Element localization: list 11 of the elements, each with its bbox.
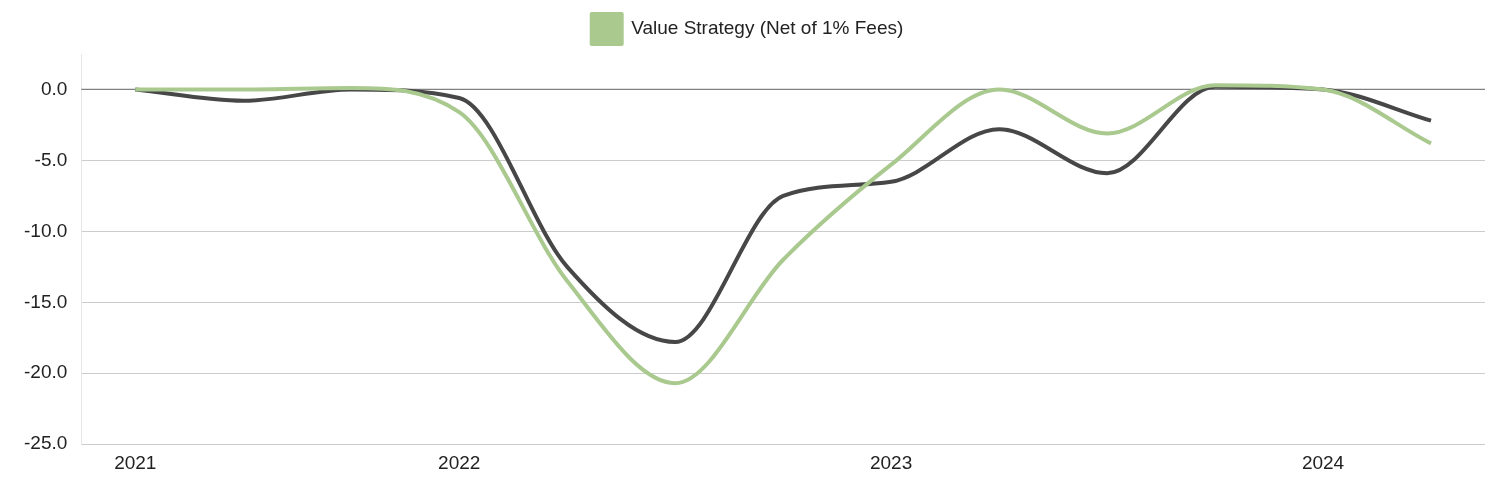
x-tick-label: 2022 [438, 451, 481, 473]
y-tick-label: 0.0 [40, 77, 68, 99]
legend-label: Value Strategy (Net of 1% Fees) [631, 17, 904, 39]
y-tick-label: -10.0 [23, 219, 68, 241]
y-tick-label: -25.0 [23, 432, 68, 454]
x-tick-label: 2021 [114, 451, 157, 473]
y-tick-label: -5.0 [34, 148, 68, 170]
x-tick-label: 2023 [869, 451, 913, 473]
x-tick-label: 2024 [1301, 451, 1345, 473]
y-tick-label: -15.0 [23, 290, 68, 312]
y-tick-label: -20.0 [23, 361, 68, 383]
